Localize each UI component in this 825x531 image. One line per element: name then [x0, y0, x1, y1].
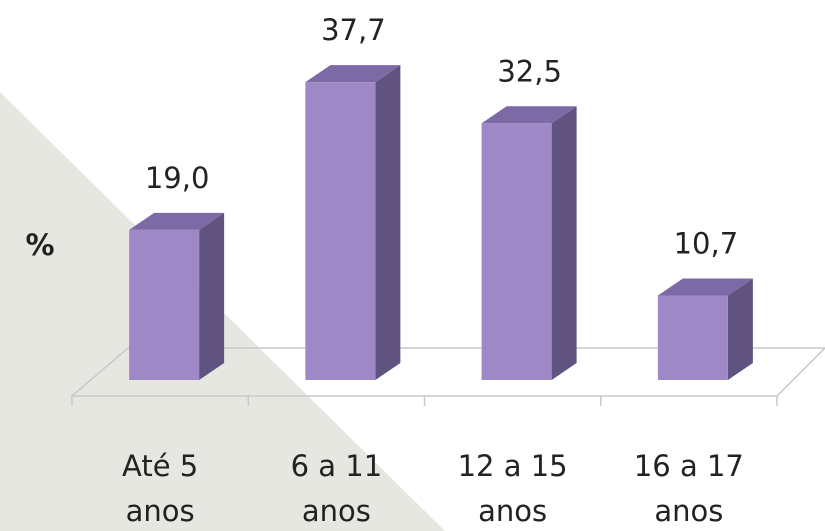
bar — [657, 295, 728, 380]
data-label: 32,5 — [497, 54, 562, 88]
x-tick-label: Até 5 anos — [122, 449, 198, 528]
floor — [69, 347, 825, 397]
bar — [481, 123, 552, 380]
y-axis-label: % — [25, 228, 54, 262]
bar-top — [305, 65, 401, 83]
x-tick-label: 12 a 15 anos — [458, 449, 568, 528]
bar-side — [375, 65, 401, 381]
bar — [305, 82, 376, 381]
bar-side — [199, 212, 225, 380]
bar-top — [657, 278, 753, 296]
bar-side — [727, 278, 753, 380]
bar — [129, 229, 200, 380]
bar-top — [481, 106, 577, 124]
x-tick-label: 6 a 11 anos — [291, 449, 383, 528]
bar-side — [551, 106, 577, 380]
bar-top — [129, 212, 225, 230]
x-tick-label: 16 a 17 anos — [634, 449, 744, 528]
data-label: 10,7 — [674, 226, 739, 260]
data-label: 19,0 — [145, 161, 210, 195]
data-label: 37,7 — [321, 13, 386, 47]
